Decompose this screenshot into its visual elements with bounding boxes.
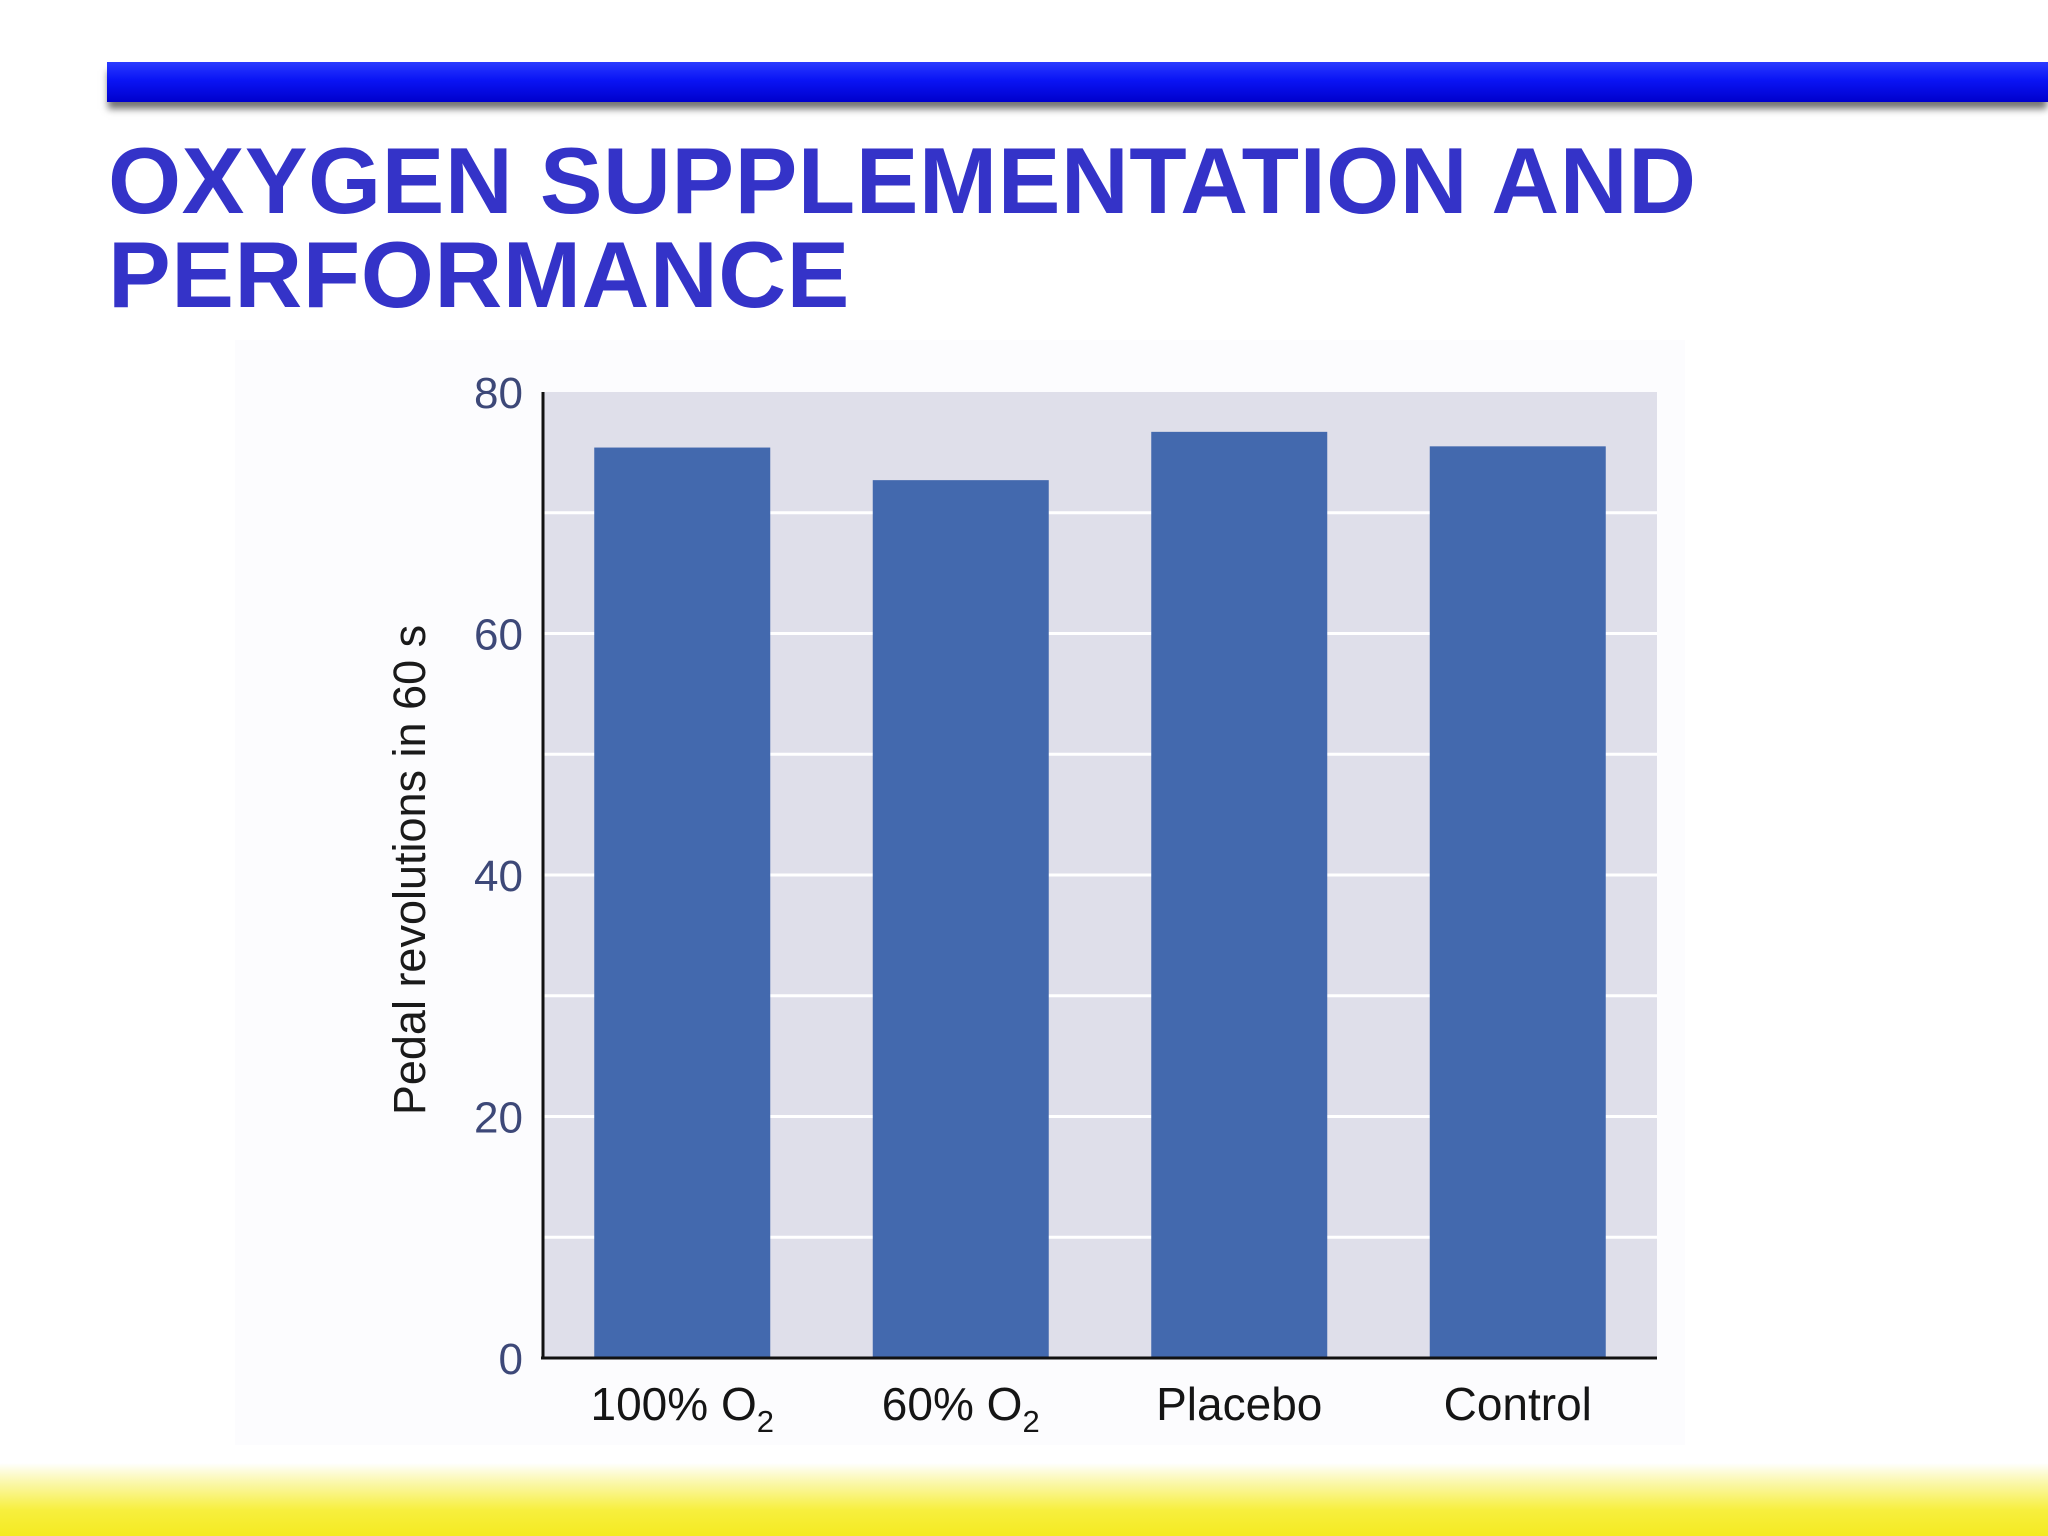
y-tick-label: 20 <box>474 1094 523 1143</box>
bar <box>1429 446 1606 1358</box>
y-tick-label: 0 <box>499 1335 523 1384</box>
y-tick-label: 60 <box>474 611 523 660</box>
y-tick-label: 40 <box>474 852 523 901</box>
x-tick-label: Control <box>1444 1378 1592 1430</box>
y-tick-labels: 0 20 40 60 80 <box>474 369 523 1384</box>
y-axis-title: Pedal revolutions in 60 s <box>384 625 435 1115</box>
x-tick-label: 60% O2 <box>882 1378 1040 1439</box>
bar <box>594 447 771 1358</box>
bar <box>1151 431 1328 1358</box>
x-tick-label: 100% O2 <box>591 1378 774 1439</box>
y-tick-label: 80 <box>474 369 523 418</box>
bottom-band <box>0 1463 2048 1536</box>
x-tick-label: Placebo <box>1156 1378 1322 1430</box>
title-rule <box>107 62 2048 102</box>
x-tick-labels: 100% O2 60% O2 Placebo Control <box>591 1378 1592 1439</box>
bars <box>594 431 1606 1359</box>
slide-title: OXYGEN SUPPLEMENTATION AND PERFORMANCE <box>108 128 1697 327</box>
bar <box>872 480 1049 1359</box>
